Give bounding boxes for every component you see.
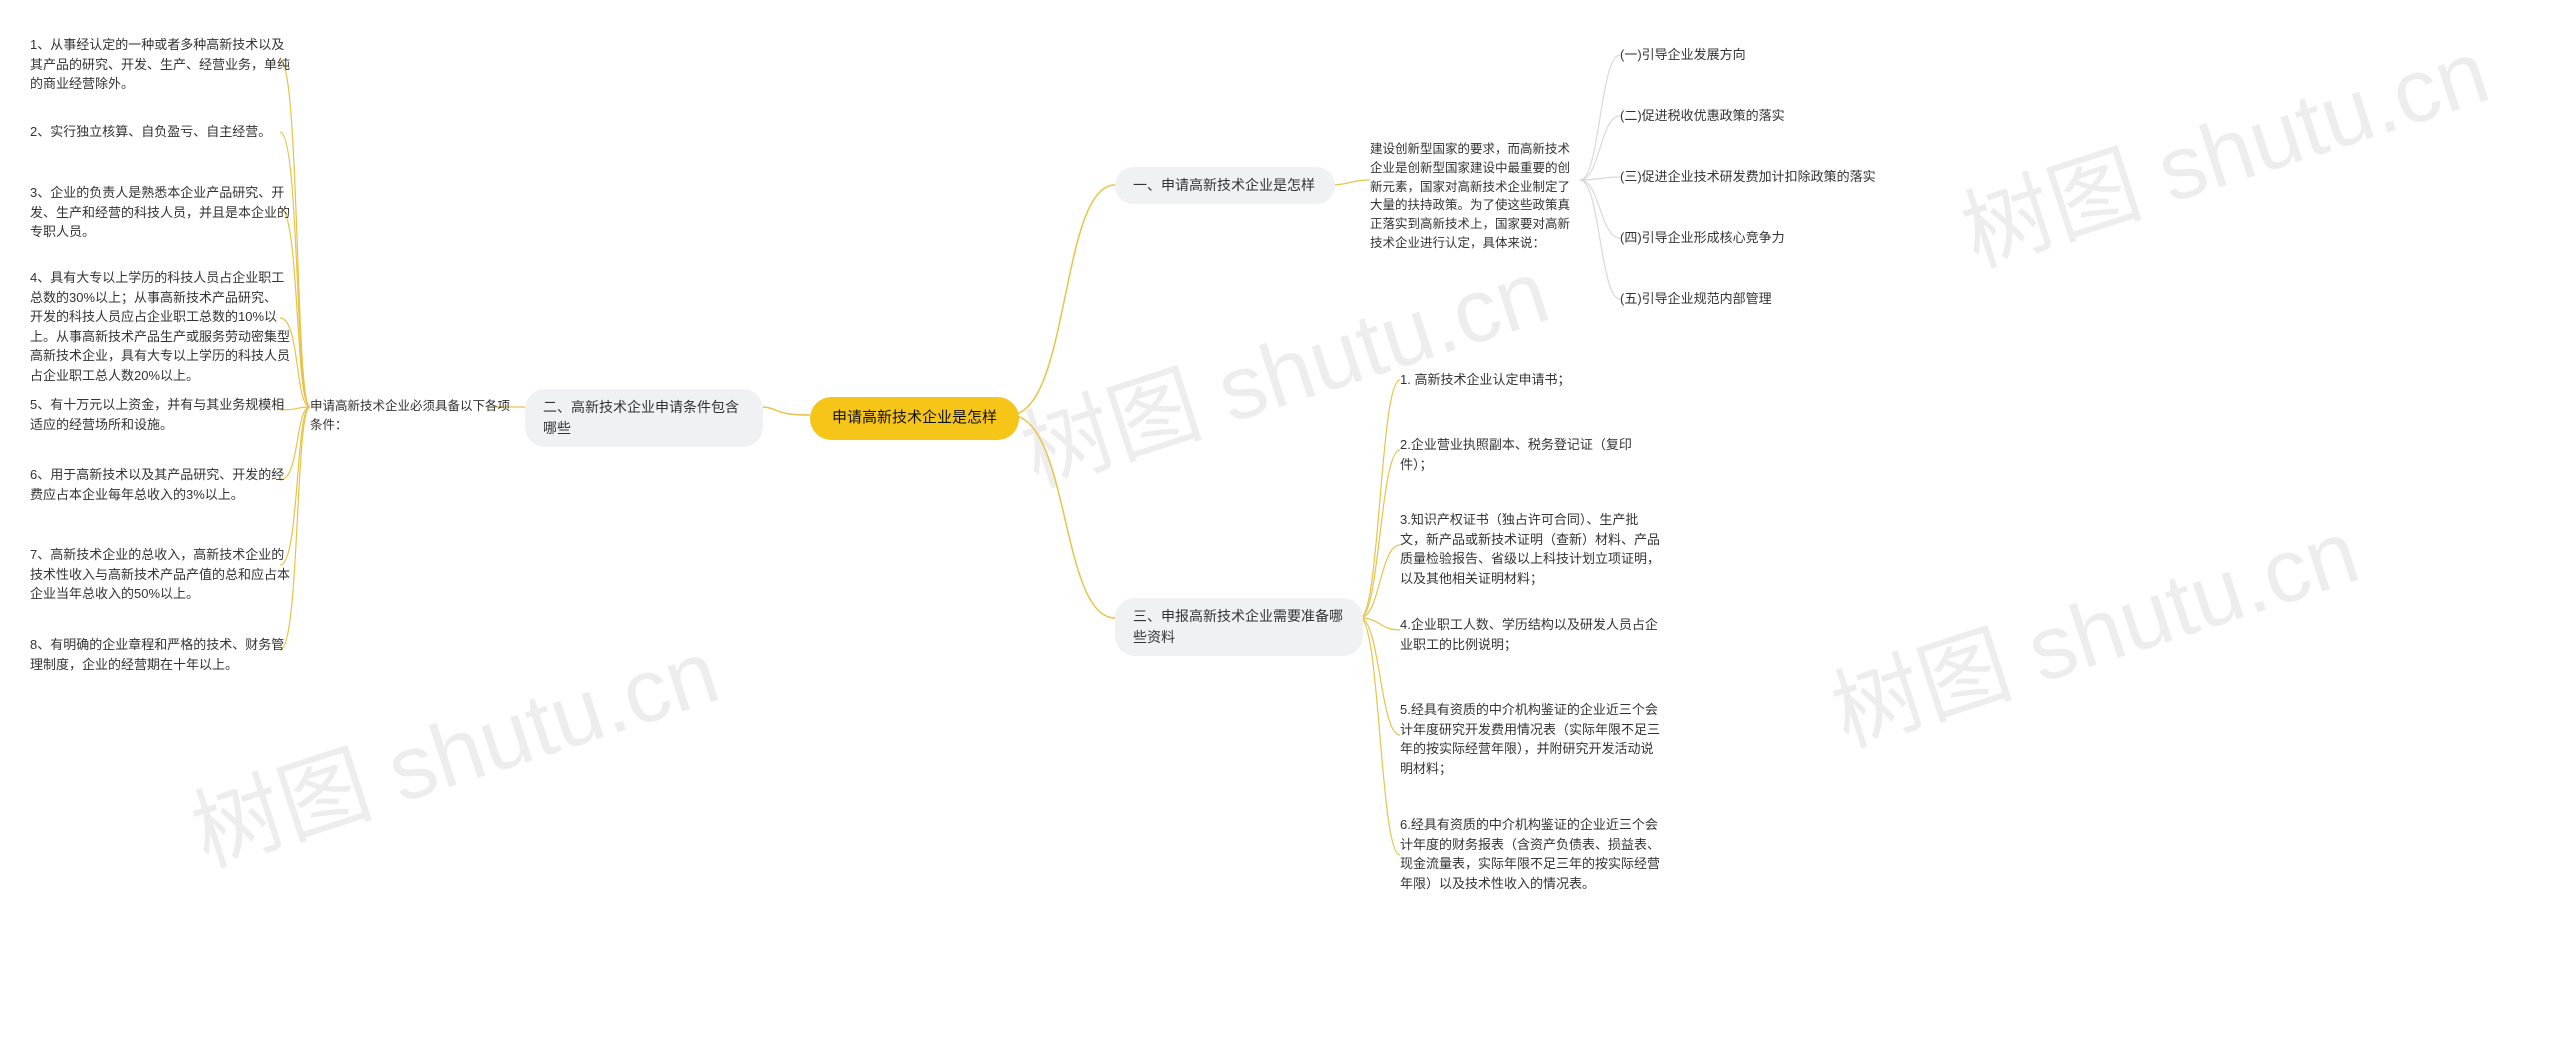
b1-leaf-1: (一)引导企业发展方向 — [1620, 45, 1746, 65]
b3-leaf-5: 5.经具有资质的中介机构鉴证的企业近三个会计年度研究开发费用情况表（实际年限不足… — [1400, 700, 1660, 778]
b2-leaf-7: 7、高新技术企业的总收入，高新技术企业的技术性收入与高新技术产品产值的总和应占本… — [30, 545, 290, 604]
b3-leaf-3: 3.知识产权证书（独占许可合同）、生产批文，新产品或新技术证明（查新）材料、产品… — [1400, 510, 1660, 588]
b2-leaf-2: 2、实行独立核算、自负盈亏、自主经营。 — [30, 122, 271, 142]
b2-leaf-5: 5、有十万元以上资金，并有与其业务规模相适应的经营场所和设施。 — [30, 395, 290, 434]
b1-leaf-4: (四)引导企业形成核心竞争力 — [1620, 228, 1785, 248]
branch-2-desc: 申请高新技术企业必须具备以下各项条件： — [310, 397, 510, 435]
b2-leaf-1: 1、从事经认定的一种或者多种高新技术以及其产品的研究、开发、生产、经营业务，单纯… — [30, 35, 290, 94]
b3-leaf-2: 2.企业营业执照副本、税务登记证（复印件）； — [1400, 435, 1660, 474]
b3-leaf-4: 4.企业职工人数、学历结构以及研发人员占企业职工的比例说明； — [1400, 615, 1660, 654]
b2-leaf-8: 8、有明确的企业章程和严格的技术、财务管理制度，企业的经营期在十年以上。 — [30, 635, 290, 674]
branch-1-desc: 建设创新型国家的要求，而高新技术企业是创新型国家建设中最重要的创新元素，国家对高… — [1370, 140, 1580, 253]
branch-3[interactable]: 三、申报高新技术企业需要准备哪些资料 — [1115, 598, 1363, 656]
connector-layer — [0, 0, 2560, 1050]
b3-leaf-1: 1. 高新技术企业认定申请书； — [1400, 370, 1570, 390]
b2-leaf-4: 4、具有大专以上学历的科技人员占企业职工总数的30%以上；从事高新技术产品研究、… — [30, 268, 290, 385]
b1-leaf-3: (三)促进企业技术研发费加计扣除政策的落实 — [1620, 167, 1876, 187]
mindmap-root[interactable]: 申请高新技术企业是怎样 — [810, 397, 1019, 440]
b3-leaf-6: 6.经具有资质的中介机构鉴证的企业近三个会计年度的财务报表（含资产负债表、损益表… — [1400, 815, 1660, 893]
b1-leaf-2: (二)促进税收优惠政策的落实 — [1620, 106, 1785, 126]
watermark: 树图 shutu.cn — [1943, 0, 2502, 291]
b1-leaf-5: (五)引导企业规范内部管理 — [1620, 289, 1772, 309]
b2-leaf-6: 6、用于高新技术以及其产品研究、开发的经费应占本企业每年总收入的3%以上。 — [30, 465, 290, 504]
branch-2[interactable]: 二、高新技术企业申请条件包含哪些 — [525, 389, 763, 447]
branch-1[interactable]: 一、申请高新技术企业是怎样 — [1115, 167, 1335, 204]
b2-leaf-3: 3、企业的负责人是熟悉本企业产品研究、开发、生产和经营的科技人员，并且是本企业的… — [30, 183, 290, 242]
watermark: 树图 shutu.cn — [1813, 479, 2372, 771]
